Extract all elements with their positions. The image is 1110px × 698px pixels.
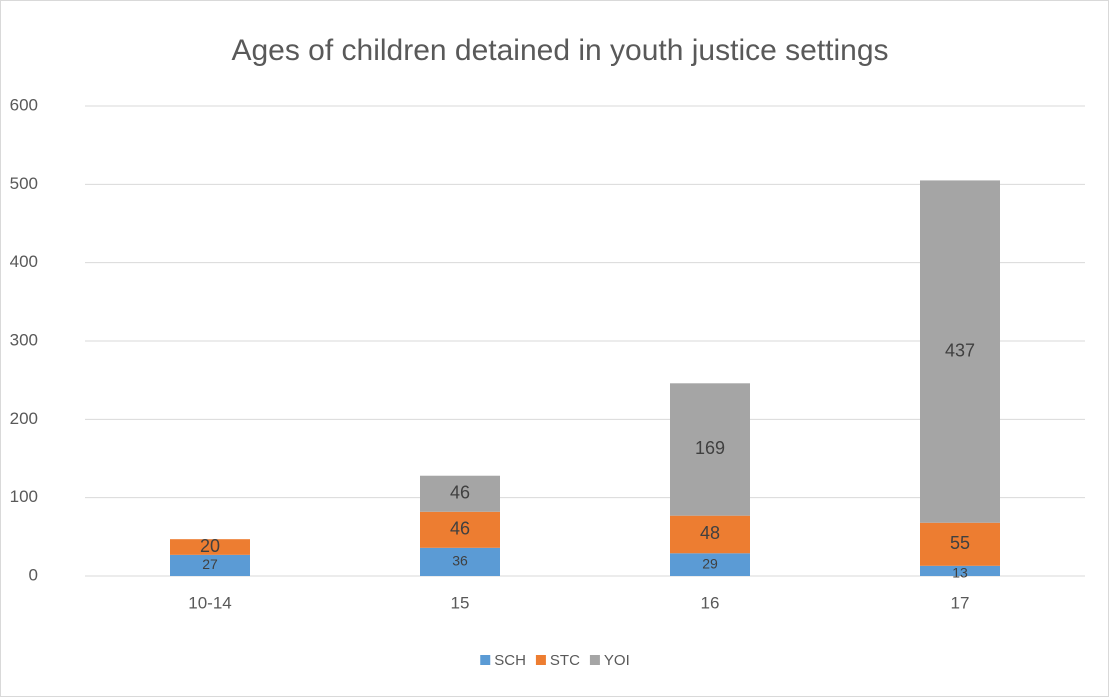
data-label: 46: [450, 483, 470, 503]
legend-swatch: [589, 655, 600, 665]
bar-segment: [170, 539, 250, 555]
data-label: 169: [695, 438, 725, 458]
data-label: 48: [700, 523, 720, 543]
y-tick-label: 0: [29, 565, 38, 584]
data-label: 36: [452, 553, 468, 569]
bar-segment: [420, 511, 500, 548]
legend-label: STC: [550, 652, 580, 669]
y-tick-label: 400: [10, 252, 38, 271]
data-label: 20: [200, 536, 220, 556]
y-tick-label: 100: [10, 487, 38, 506]
bar-segment: [920, 522, 1000, 566]
bar-segment: [420, 475, 500, 512]
data-label: 55: [950, 533, 970, 553]
y-tick-label: 200: [10, 409, 38, 428]
bar-segment: [420, 547, 500, 576]
x-tick-label: 17: [951, 593, 970, 612]
bar-segment: [170, 554, 250, 576]
data-label: 46: [450, 519, 470, 539]
bar-segment: [670, 515, 750, 554]
y-tick-label: 600: [10, 95, 38, 114]
legend-swatch: [535, 655, 546, 665]
legend-swatch: [480, 655, 491, 665]
chart-title: Ages of children detained in youth justi…: [231, 34, 888, 67]
x-tick-label: 15: [451, 593, 470, 612]
data-label: 27: [202, 556, 218, 572]
legend-label: YOI: [604, 652, 630, 669]
data-label: 13: [952, 565, 968, 581]
y-tick-label: 300: [10, 330, 38, 349]
bar-segment: [920, 565, 1000, 576]
bar-segment: [920, 180, 1000, 523]
x-tick-label: 16: [701, 593, 720, 612]
legend-label: SCH: [494, 652, 526, 669]
bar-segment: [670, 553, 750, 576]
data-label: 437: [945, 340, 975, 360]
bar-segment: [670, 383, 750, 516]
y-tick-label: 500: [10, 174, 38, 193]
x-tick-label: 10-14: [188, 593, 231, 612]
data-label: 29: [702, 555, 718, 571]
